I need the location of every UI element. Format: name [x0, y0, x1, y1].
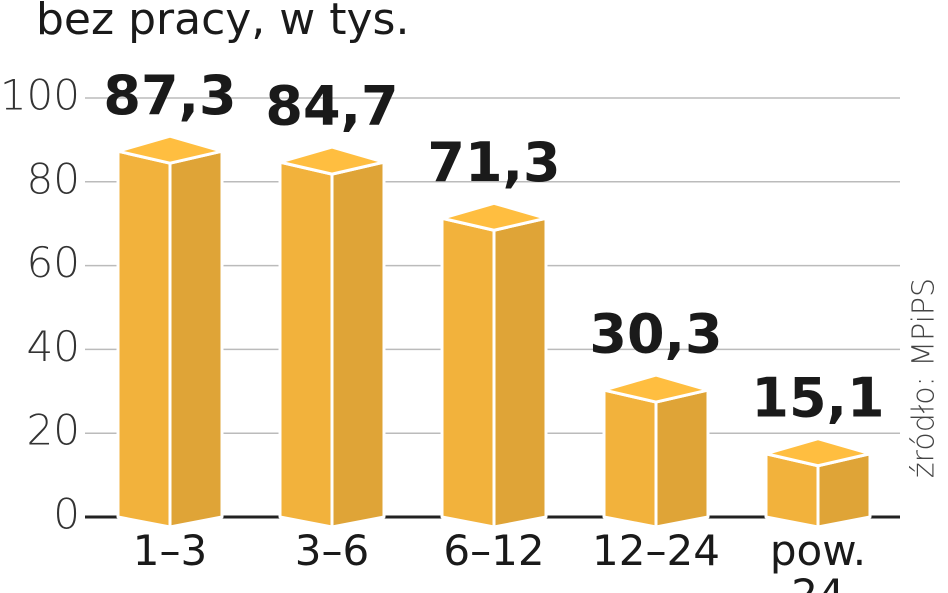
bar-side — [654, 388, 710, 529]
bar-top — [764, 437, 872, 468]
bar-top — [278, 145, 386, 176]
y-tick-label: 60 — [27, 238, 80, 287]
bar-front — [602, 388, 658, 529]
y-tick-label: 0 — [53, 490, 80, 539]
bar-side — [330, 160, 386, 529]
bar-front — [116, 149, 172, 529]
bar-side — [168, 149, 224, 529]
value-label: 71,3 — [427, 131, 560, 194]
value-label: 15,1 — [751, 366, 884, 429]
value-label: 87,3 — [103, 64, 236, 127]
value-label: 30,3 — [589, 303, 722, 366]
bar-top — [602, 373, 710, 404]
bar-top — [116, 134, 224, 165]
x-tick-label: 12–24 — [592, 526, 720, 575]
source: źródło: MPiPS — [907, 278, 942, 478]
x-tick-label: pow.24 — [770, 526, 866, 593]
x-tick-label: 3–6 — [295, 526, 369, 575]
y-tick-label: 80 — [27, 154, 80, 203]
bar-front — [440, 216, 496, 529]
x-tick-label: 1–3 — [133, 526, 207, 575]
chart-title: bez pracy, w tys. — [36, 0, 409, 45]
y-tick-label: 40 — [27, 322, 80, 371]
value-label: 84,7 — [265, 75, 398, 138]
x-tick-label: 6–12 — [443, 526, 544, 575]
bar-front — [278, 160, 334, 529]
bar-top — [440, 201, 548, 232]
y-tick-label: 100 — [0, 71, 80, 120]
bar-side — [492, 216, 548, 529]
y-tick-label: 20 — [27, 406, 80, 455]
